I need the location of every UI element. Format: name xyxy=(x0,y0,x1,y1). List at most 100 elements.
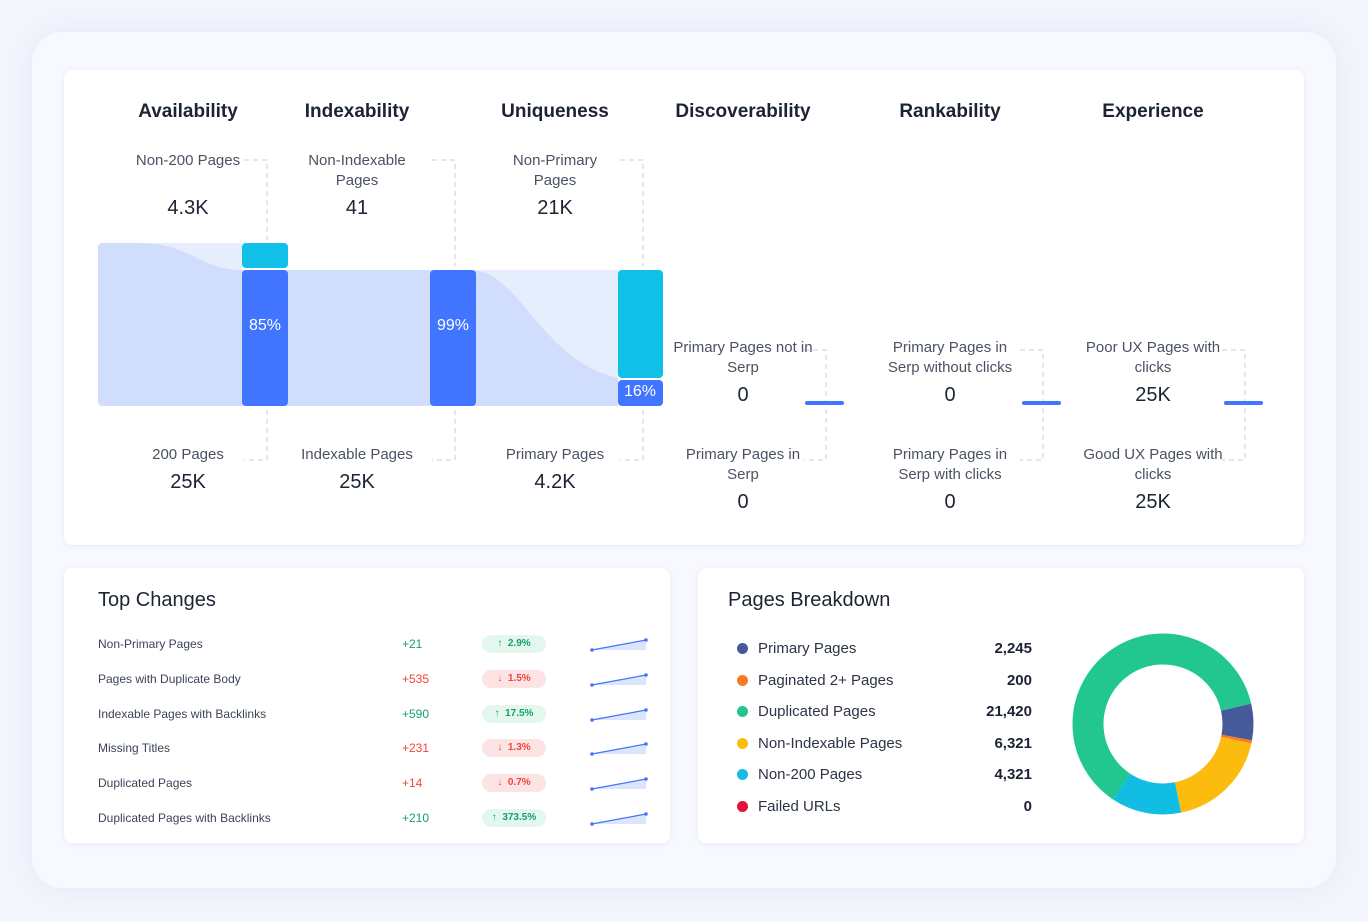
legend-dot xyxy=(737,643,748,654)
top-label: Non-Indexable Pages xyxy=(308,152,406,189)
bottom-value: 25K xyxy=(1135,491,1171,513)
legend-value: 0 xyxy=(1023,798,1032,815)
bottom-label: Primary Pages in Serp xyxy=(685,446,801,483)
sparkline xyxy=(590,638,648,652)
change-pct: 1.3% xyxy=(507,742,531,754)
change-value: +535 xyxy=(402,671,430,686)
arrow-up-icon: ↑ xyxy=(494,707,500,719)
bottom-label: 200 Pages xyxy=(152,446,224,463)
arrow-down-icon: ↓ xyxy=(497,742,503,754)
change-value: +21 xyxy=(402,637,423,651)
legend-name: Failed URLs xyxy=(758,798,841,815)
top-label: Non-Primary Pages xyxy=(512,152,598,189)
legend-name: Non-200 Pages xyxy=(758,766,863,784)
donut-slice-duplicated-pages[interactable] xyxy=(1072,633,1252,800)
indexability-pct: 99% xyxy=(436,317,470,334)
donut-slice-non-200-pages[interactable] xyxy=(1113,773,1182,815)
bottom-value: 0 xyxy=(737,491,749,513)
bottom-value: 25K xyxy=(339,471,375,493)
bottom-label: Indexable Pages xyxy=(301,446,413,463)
change-badge: ↓ 1.5% xyxy=(482,669,546,688)
legend-item: Non-Indexable Pages 6,321 xyxy=(737,733,1032,755)
legend-item: Paginated 2+ Pages 200 xyxy=(737,670,1032,692)
change-pct: 1.5% xyxy=(507,672,531,684)
funnel-title-1: Indexability xyxy=(304,101,410,122)
flow-main-area xyxy=(98,243,618,406)
funnel-title-0: Availability xyxy=(138,101,238,122)
legend-item: Failed URLs 0 xyxy=(737,796,1032,818)
table-row[interactable]: Indexable Pages with Backlinks +590 ↑ 17… xyxy=(98,704,658,725)
arrow-down-icon: ↓ xyxy=(497,777,503,789)
change-pct: 2.9% xyxy=(507,638,531,649)
change-name: Non-Primary Pages xyxy=(98,637,203,651)
change-name: Missing Titles xyxy=(98,741,171,756)
change-badge: ↓ 1.3% xyxy=(482,739,546,758)
legend-name: Primary Pages xyxy=(758,640,857,657)
non-primary-bar xyxy=(618,270,663,378)
bottom-value: 25K xyxy=(170,471,206,493)
change-value: +590 xyxy=(402,706,430,721)
change-badge: ↓ 0.7% xyxy=(482,774,546,793)
legend-item: Primary Pages 2,245 xyxy=(737,638,1032,660)
donut-slice-paginated-2-pages[interactable] xyxy=(1221,734,1253,744)
top-value: 21K xyxy=(537,197,573,219)
legend-dot xyxy=(737,737,748,749)
change-value: +210 xyxy=(402,811,430,825)
arrow-up-icon: ↑ xyxy=(497,638,503,649)
top-label: Primary Pages not in Serp xyxy=(673,339,813,376)
table-row[interactable]: Non-Primary Pages +21 ↑ 2.9% xyxy=(98,635,658,655)
bottom-label: Good UX Pages with clicks xyxy=(1083,446,1223,483)
funnel-title-2: Uniqueness xyxy=(501,101,609,122)
bottom-label: Primary Pages in Serp with clicks xyxy=(892,446,1008,483)
legend-dot xyxy=(737,706,748,718)
non-200-bar xyxy=(242,243,288,268)
change-value: +14 xyxy=(402,776,423,791)
sparkline xyxy=(590,707,648,722)
table-row[interactable]: Missing Titles +231 ↓ 1.3% xyxy=(98,739,658,759)
arrow-up-icon: ↑ xyxy=(491,812,497,823)
change-pct: 17.5% xyxy=(505,707,534,719)
legend-name: Non-Indexable Pages xyxy=(758,734,903,752)
bottom-value: 4.2K xyxy=(534,471,576,493)
donut-slice-primary-pages[interactable] xyxy=(1220,703,1254,741)
table-row[interactable]: Duplicated Pages +14 ↓ 0.7% xyxy=(98,774,658,794)
sparkline xyxy=(590,777,648,791)
legend-item: Non-200 Pages 4,321 xyxy=(737,764,1032,786)
pages-donut-chart xyxy=(1072,633,1254,815)
funnel-title-4: Rankability xyxy=(899,101,1001,122)
change-badge: ↑ 17.5% xyxy=(482,704,546,723)
top-label: Non-200 Pages xyxy=(135,152,241,169)
change-name: Pages with Duplicate Body xyxy=(98,671,241,686)
change-value: +231 xyxy=(402,741,430,756)
legend-value: 6,321 xyxy=(994,734,1032,752)
pages-breakdown-title: Pages Breakdown xyxy=(728,589,891,611)
sparkline xyxy=(590,812,648,826)
sparkline xyxy=(590,742,648,757)
legend-value: 4,321 xyxy=(994,766,1032,784)
change-name: Duplicated Pages xyxy=(98,776,193,791)
legend-value: 2,245 xyxy=(994,640,1032,657)
table-row[interactable]: Duplicated Pages with Backlinks +210 ↑ 3… xyxy=(98,809,658,829)
legend-value: 200 xyxy=(1006,671,1032,689)
table-row[interactable]: Pages with Duplicate Body +535 ↓ 1.5% xyxy=(98,669,658,690)
funnel-title-5: Experience xyxy=(1102,101,1204,122)
change-badge: ↑ 2.9% xyxy=(482,635,546,653)
sparkline xyxy=(590,672,648,687)
change-name: Indexable Pages with Backlinks xyxy=(98,706,267,721)
availability-bar xyxy=(242,270,288,406)
indexability-bar xyxy=(430,270,476,406)
legend-dot xyxy=(737,801,748,812)
bottom-label: Primary Pages xyxy=(505,446,605,463)
legend-dot xyxy=(737,674,748,686)
change-pct: 373.5% xyxy=(502,812,537,823)
top-value: 41 xyxy=(345,197,369,219)
legend-value: 21,420 xyxy=(986,703,1032,721)
uniqueness-bar xyxy=(618,380,663,406)
top-changes-panel xyxy=(64,568,670,843)
change-name: Duplicated Pages with Backlinks xyxy=(98,811,271,825)
donut-slice-non-indexable-pages[interactable] xyxy=(1174,736,1252,813)
legend-item: Duplicated Pages 21,420 xyxy=(737,701,1032,723)
top-label: Poor UX Pages with clicks xyxy=(1085,339,1221,376)
top-value: 0 xyxy=(737,384,749,406)
